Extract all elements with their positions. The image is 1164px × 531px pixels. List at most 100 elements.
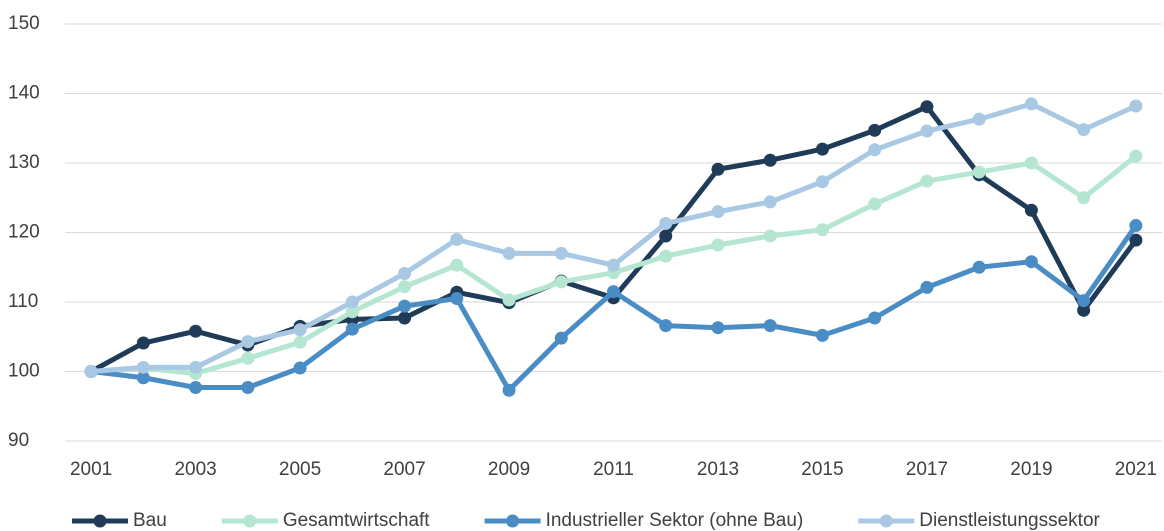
x-tick-label: 2005 bbox=[279, 459, 321, 480]
data-point bbox=[450, 258, 464, 272]
data-point bbox=[972, 112, 986, 126]
data-point bbox=[136, 336, 150, 350]
data-point bbox=[711, 162, 725, 176]
x-tick-label: 2007 bbox=[383, 459, 425, 480]
data-point bbox=[293, 323, 307, 337]
legend-item: Bau bbox=[72, 510, 167, 531]
x-tick-label: 2013 bbox=[697, 459, 739, 480]
data-point bbox=[554, 331, 568, 345]
data-point bbox=[136, 371, 150, 385]
data-point bbox=[1129, 219, 1143, 233]
data-point bbox=[868, 123, 882, 137]
data-point bbox=[711, 205, 725, 219]
data-point bbox=[1024, 97, 1038, 111]
data-point bbox=[1077, 191, 1091, 205]
legend-marker bbox=[243, 514, 257, 528]
data-point bbox=[815, 328, 829, 342]
data-point bbox=[763, 195, 777, 209]
data-point bbox=[763, 229, 777, 243]
data-point bbox=[241, 351, 255, 365]
data-point bbox=[1024, 203, 1038, 217]
data-point bbox=[398, 311, 412, 325]
data-point bbox=[554, 246, 568, 260]
data-point bbox=[711, 238, 725, 252]
legend-marker bbox=[506, 514, 520, 528]
data-point bbox=[398, 299, 412, 313]
data-point bbox=[1024, 255, 1038, 269]
data-point bbox=[345, 295, 359, 309]
data-point bbox=[293, 335, 307, 349]
data-point bbox=[815, 223, 829, 237]
legend-item: Dienstleistungssektor bbox=[858, 510, 1101, 531]
data-point bbox=[502, 246, 516, 260]
x-tick-label: 2011 bbox=[593, 459, 634, 480]
data-point bbox=[1077, 123, 1091, 137]
series-line bbox=[90, 224, 1138, 393]
data-point bbox=[450, 292, 464, 306]
legend-item: Gesamtwirtschaft bbox=[221, 510, 430, 531]
data-point bbox=[607, 285, 620, 299]
data-point bbox=[920, 280, 934, 294]
x-tick-label: 2001 bbox=[70, 459, 112, 480]
data-point bbox=[920, 174, 934, 188]
data-point bbox=[1077, 303, 1091, 317]
data-point bbox=[84, 365, 98, 378]
data-point bbox=[659, 319, 673, 333]
data-point bbox=[189, 324, 203, 338]
x-tick-label: 2003 bbox=[174, 459, 216, 480]
y-tick-label: 120 bbox=[8, 222, 40, 243]
legend-marker bbox=[93, 514, 107, 528]
y-tick-label: 130 bbox=[8, 152, 40, 173]
data-point bbox=[502, 293, 516, 307]
data-point bbox=[345, 322, 359, 336]
data-point bbox=[815, 142, 829, 156]
data-point bbox=[659, 229, 673, 243]
data-point bbox=[136, 360, 150, 374]
y-tick-label: 90 bbox=[8, 430, 29, 451]
data-point bbox=[189, 380, 203, 394]
data-point bbox=[1129, 149, 1143, 163]
data-point bbox=[1024, 156, 1038, 170]
data-point bbox=[763, 153, 777, 167]
data-point bbox=[972, 165, 986, 179]
series-line bbox=[90, 101, 1137, 374]
legend-item: Industrieller Sektor (ohne Bau) bbox=[484, 510, 804, 531]
legend-label: Bau bbox=[133, 510, 167, 531]
y-tick-label: 150 bbox=[8, 13, 40, 34]
data-point bbox=[554, 275, 568, 289]
data-point bbox=[241, 380, 255, 394]
legend-label: Dienstleistungssektor bbox=[919, 510, 1100, 531]
x-tick-label: 2017 bbox=[906, 459, 948, 480]
y-tick-label: 140 bbox=[8, 83, 40, 104]
data-point bbox=[920, 124, 934, 138]
x-tick-label: 2019 bbox=[1010, 459, 1052, 480]
data-point bbox=[450, 232, 464, 246]
data-point bbox=[711, 321, 725, 335]
series-line bbox=[89, 104, 1138, 374]
data-point bbox=[972, 260, 986, 274]
legend-label: Gesamtwirtschaft bbox=[283, 510, 430, 531]
data-point bbox=[189, 360, 203, 374]
data-point bbox=[659, 249, 673, 263]
data-point bbox=[398, 267, 412, 281]
data-point bbox=[868, 143, 882, 157]
data-point bbox=[815, 175, 829, 189]
x-tick-label: 2021 bbox=[1115, 459, 1157, 480]
data-point bbox=[868, 311, 882, 325]
data-point bbox=[345, 305, 359, 319]
data-point bbox=[659, 216, 673, 230]
data-point bbox=[607, 258, 620, 272]
legend-label: Industrieller Sektor (ohne Bau) bbox=[546, 510, 804, 531]
data-point bbox=[293, 361, 307, 375]
x-tick-label: 2015 bbox=[801, 459, 843, 480]
data-point bbox=[1077, 294, 1091, 308]
legend-marker bbox=[879, 514, 893, 528]
data-point bbox=[868, 197, 882, 211]
data-point bbox=[502, 383, 516, 397]
data-point bbox=[1129, 233, 1143, 247]
y-tick-label: 110 bbox=[8, 291, 38, 312]
data-point bbox=[1129, 99, 1143, 113]
data-point bbox=[920, 100, 934, 114]
data-point bbox=[398, 280, 412, 294]
